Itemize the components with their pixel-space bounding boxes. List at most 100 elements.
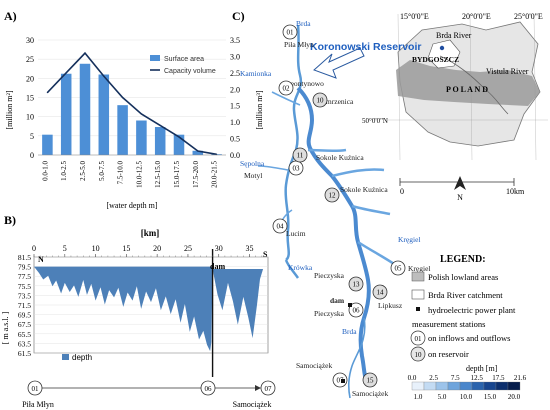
a-capacity-point bbox=[122, 96, 124, 99]
scale-bar: 0 10km bbox=[399, 178, 525, 196]
panel-b-chart: B) [km] 61.563.565.567.569.571.573.575.5… bbox=[1, 213, 276, 409]
place-label-kamionka: Kamionka bbox=[240, 69, 272, 78]
b-ylabel: [ m a.s.l. ] bbox=[1, 311, 10, 344]
inset-reservoir-dot bbox=[439, 45, 445, 51]
svg-text:05: 05 bbox=[395, 265, 403, 273]
depth-bottom-tick: 20.0 bbox=[508, 393, 521, 401]
svg-text:01: 01 bbox=[287, 29, 295, 37]
panel-a-label: A) bbox=[4, 9, 17, 23]
depth-scale-swatch bbox=[423, 381, 437, 391]
b-top-axis-label: [km] bbox=[141, 228, 160, 238]
depth-bottom-tick: 5.0 bbox=[438, 393, 447, 401]
a-capacity-point bbox=[178, 136, 180, 138]
legend-hpp: hydroelectric power plant bbox=[428, 305, 516, 315]
a-bar bbox=[154, 127, 166, 155]
scale-end: 10km bbox=[506, 187, 525, 196]
depth-scale-swatch bbox=[447, 381, 461, 391]
place-label-dam: dam bbox=[330, 296, 345, 305]
depth-top-tick: 21.6 bbox=[514, 374, 527, 382]
reservoir-title: Koronowski Reservoir bbox=[310, 41, 421, 53]
station-01: 01 bbox=[282, 24, 298, 40]
svg-text:10: 10 bbox=[317, 97, 325, 105]
legend-title: LEGEND: bbox=[440, 254, 486, 265]
a-xlabel: [water depth m] bbox=[106, 201, 157, 210]
a-bar bbox=[192, 150, 204, 155]
a-bar bbox=[136, 120, 147, 155]
station-12: 12 bbox=[324, 187, 340, 203]
a-xtick: 2.5-5.0 bbox=[79, 161, 87, 181]
a-legend-surface-swatch bbox=[150, 55, 160, 61]
a-y2tick: 3.5 bbox=[230, 36, 240, 45]
a-right-axis-label: [million m³] bbox=[255, 90, 264, 129]
panel-c-map: C) 15°0'0"E 20°0'0"E 25°0'0"E 50°0'0"N B… bbox=[232, 9, 548, 401]
svg-text:07: 07 bbox=[265, 385, 273, 393]
place-label-pila: Piła Młyn bbox=[284, 40, 314, 49]
svg-text:04: 04 bbox=[277, 223, 285, 231]
b-place-right: Samociążek bbox=[233, 400, 272, 409]
a-xtick: 1.0-2.5 bbox=[60, 161, 68, 181]
station-06: 06 bbox=[348, 302, 364, 318]
b-ytick: 65.5 bbox=[18, 330, 31, 339]
place-label-pieczyska1: Pieczyska bbox=[314, 271, 345, 280]
a-capacity-line bbox=[46, 51, 217, 156]
b-arrow-head bbox=[255, 385, 261, 391]
a-bar bbox=[79, 63, 91, 156]
b-xtick: 5 bbox=[63, 244, 67, 253]
legend-station-10-icon: 10 bbox=[410, 346, 426, 362]
reservoir-pointer bbox=[313, 47, 365, 79]
reservoir-shape bbox=[257, 24, 401, 399]
a-capacity-point bbox=[46, 91, 49, 94]
a-y2tick: 1.5 bbox=[230, 102, 240, 111]
legend-on-reservoir: on reservoir bbox=[428, 349, 469, 359]
depth-scale-swatch bbox=[507, 381, 521, 391]
svg-text:12: 12 bbox=[329, 192, 337, 200]
north-arrow: N bbox=[454, 176, 466, 202]
inset-poland-map: 15°0'0"E 20°0'0"E 25°0'0"E 50°0'0"N Brda… bbox=[362, 10, 548, 162]
a-y2tick: 2.0 bbox=[230, 85, 240, 94]
depth-scale-swatch bbox=[471, 381, 485, 391]
a-capacity-point bbox=[140, 113, 142, 115]
svg-text:13: 13 bbox=[353, 281, 361, 289]
b-legend-depth: depth bbox=[72, 353, 92, 362]
svg-text:15: 15 bbox=[367, 377, 375, 385]
a-capacity-point bbox=[197, 150, 199, 152]
a-legend-surface: Surface area bbox=[164, 56, 204, 63]
place-label-leontynowo: Leontynowo bbox=[286, 79, 324, 88]
station-14: 14 bbox=[372, 284, 388, 300]
a-bar bbox=[117, 105, 128, 155]
b-ytick: 69.5 bbox=[18, 311, 31, 320]
b-xtick: 30 bbox=[215, 244, 223, 253]
a-y2tick: 3.0 bbox=[230, 52, 240, 61]
place-label-zamrzenica: Zamrzenica bbox=[318, 97, 354, 106]
b-station-01: 01 bbox=[27, 380, 43, 396]
a-xtick: 20.0-21.5 bbox=[211, 161, 219, 188]
station-11: 11 bbox=[292, 147, 308, 163]
place-label-krowka: Krówka bbox=[288, 263, 313, 272]
a-capacity-point bbox=[159, 124, 161, 127]
b-ytick: 61.5 bbox=[18, 349, 31, 358]
svg-text:N: N bbox=[457, 193, 463, 202]
place-label-lipkusz: Lipkusz bbox=[378, 301, 403, 310]
a-bar bbox=[60, 73, 72, 155]
a-capacity-point bbox=[65, 72, 67, 74]
svg-text:06: 06 bbox=[353, 307, 361, 315]
depth-top-tick: 7.5 bbox=[451, 374, 460, 382]
b-station-06: 06 bbox=[200, 380, 216, 396]
dam-hpp-marker bbox=[348, 303, 352, 307]
place-label-brda_top: Brda bbox=[296, 19, 311, 28]
a-y2tick: 0.0 bbox=[230, 151, 240, 160]
b-north-marker: N bbox=[38, 255, 44, 264]
a-legend-capacity: Capacity volume bbox=[164, 68, 216, 75]
legend-hpp-swatch bbox=[416, 307, 420, 311]
b-ytick: 81.5 bbox=[18, 253, 31, 262]
legend-measurement: measurement stations bbox=[412, 319, 485, 329]
b-south-marker: S bbox=[263, 250, 268, 259]
b-ytick: 71.5 bbox=[18, 301, 31, 310]
a-xtick: 7.5-10.0 bbox=[117, 161, 125, 185]
samociazek-hpp-marker bbox=[341, 379, 345, 383]
legend-depth-title: depth [m] bbox=[466, 364, 498, 373]
svg-text:11: 11 bbox=[297, 152, 304, 160]
legend-inflows: on inflows and outflows bbox=[428, 333, 510, 343]
svg-text:02: 02 bbox=[283, 85, 291, 93]
depth-top-tick: 0.0 bbox=[408, 374, 417, 382]
